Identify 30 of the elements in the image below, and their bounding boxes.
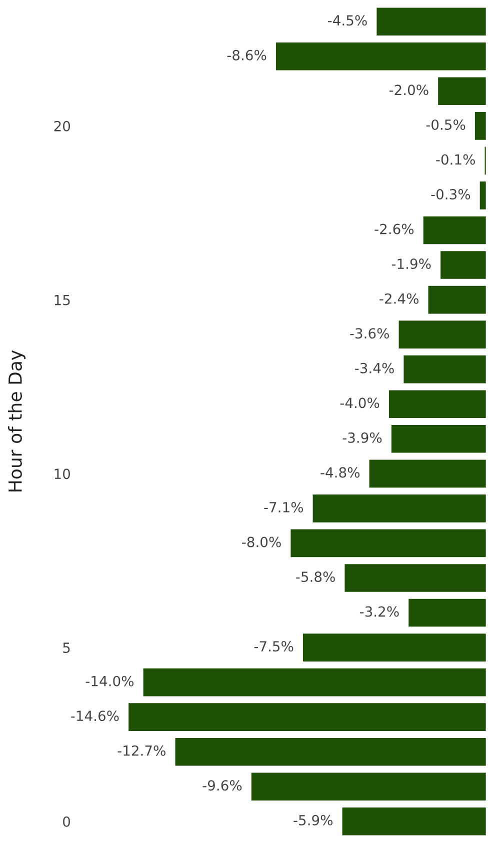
data-label: -0.1% [436,154,475,165]
data-label: -4.0% [340,398,380,408]
data-label: -2.6% [374,224,414,234]
data-label: -9.6% [202,780,242,791]
y-tick-label: 0 [63,816,70,827]
data-label: -1.9% [392,258,431,270]
data-label: -0.5% [426,119,466,130]
data-label: -2.4% [380,293,418,304]
y-tick-label: 10 [54,468,70,480]
data-label: -5.8% [296,572,335,582]
data-label: -7.1% [264,502,304,512]
data-label: -2.0% [389,84,428,96]
data-label: -14.0% [86,676,134,686]
y-tick-label: 15 [54,294,70,306]
data-label: -8.6% [227,50,266,60]
data-label: -3.2% [360,606,399,617]
data-label: -4.8% [320,467,360,478]
data-label: -7.5% [254,641,294,652]
data-label: -3.4% [355,362,394,374]
data-label: -4.5% [328,15,367,26]
data-label: -8.0% [242,536,281,548]
y-tick-label: 20 [54,120,70,132]
y-axis-title: Hour of the Day [8,350,26,492]
data-label: -14.6% [71,710,119,722]
data-label: -3.9% [342,432,382,443]
data-label: -12.7% [118,745,166,756]
y-tick-label: 5 [63,642,70,654]
data-label: -3.6% [350,328,389,339]
data-label: -5.9% [294,814,332,826]
data-label: -0.3% [431,188,470,200]
